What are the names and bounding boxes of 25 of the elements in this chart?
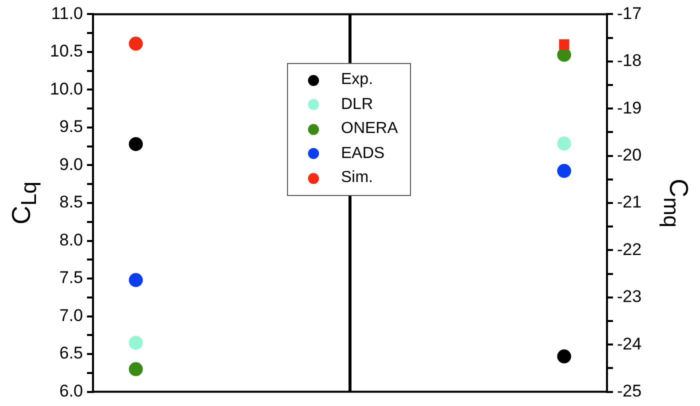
y-tick-label: 6.0	[59, 381, 83, 400]
y-tick-label: 6.5	[59, 344, 83, 363]
y-tick-label: 9.5	[59, 117, 83, 136]
y2-tick-label: -18	[617, 51, 642, 70]
y2-tick-label: -19	[617, 98, 642, 118]
y-tick-label: 7.0	[59, 306, 83, 325]
legend-label: Exp.	[341, 71, 374, 90]
y-tick-label: 7.5	[59, 268, 83, 288]
y2-tick-label: -17	[617, 4, 642, 23]
y2-tick-label: -22	[617, 240, 642, 259]
y2-tick-label: -21	[617, 192, 642, 212]
y-tick-label: 8.5	[59, 192, 83, 212]
y2-tick-label: -24	[617, 334, 642, 354]
legend-label: DLR	[341, 96, 374, 114]
y2-tick-label: -20	[617, 145, 642, 164]
legend-label: Sim.	[341, 169, 373, 188]
y-tick-label: 11.0	[51, 4, 83, 23]
y-tick-label: 10.5	[50, 42, 83, 61]
y-tick-label: 8.0	[59, 230, 83, 250]
y2-tick-label: -23	[617, 287, 642, 306]
y-tick-label: 9.0	[59, 154, 83, 174]
legend-label: ONERA	[341, 120, 398, 138]
y2-tick-label: -25	[617, 381, 642, 400]
legend-label: EADS	[341, 144, 385, 163]
y-tick-label: 10.0	[50, 79, 83, 98]
